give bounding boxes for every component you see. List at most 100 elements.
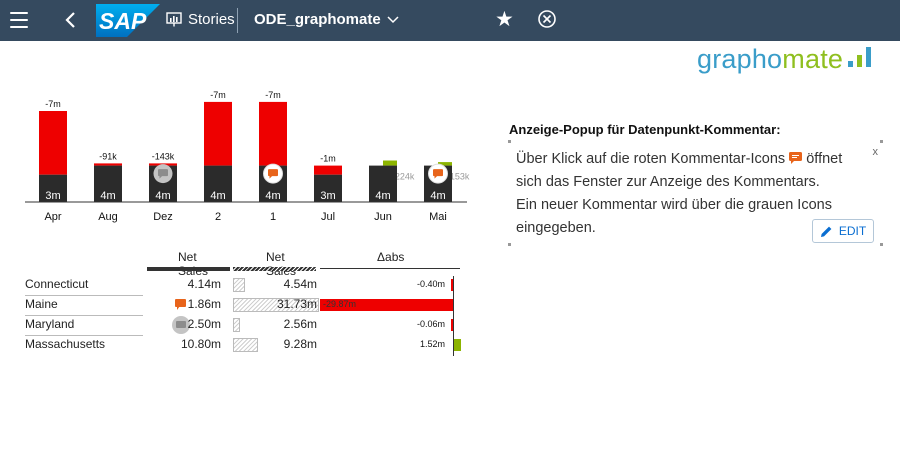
delta-label: +153k bbox=[445, 172, 470, 182]
delta-label: -143k bbox=[152, 151, 175, 161]
net-sales-py-bar bbox=[233, 318, 240, 332]
presentation-icon bbox=[166, 12, 182, 27]
row-label: Maine bbox=[25, 296, 143, 316]
delta-axis bbox=[453, 296, 454, 316]
delta-value: 1.52m bbox=[419, 339, 445, 349]
delta-label: +224k bbox=[390, 172, 415, 182]
popup-close-button[interactable]: x bbox=[872, 146, 879, 158]
popup-line4: eingegeben. bbox=[516, 220, 596, 236]
category-label: Apr bbox=[44, 211, 61, 223]
delta-value: -0.06m bbox=[416, 319, 445, 329]
category-label: 1 bbox=[270, 211, 276, 223]
comment-icon-tail bbox=[434, 175, 438, 179]
category-label: 2 bbox=[215, 211, 221, 223]
delta-bar bbox=[39, 111, 67, 175]
add-comment-icon-button[interactable] bbox=[170, 315, 192, 335]
comment-icon bbox=[268, 169, 278, 177]
star-icon[interactable]: ★ bbox=[495, 8, 514, 31]
delta-label: -7m bbox=[265, 90, 281, 100]
base-value-label: 3m bbox=[320, 190, 335, 202]
graphomate-bars-icon bbox=[848, 47, 871, 67]
header-delta-abs: Δabs bbox=[377, 250, 405, 264]
sap-logo: SAP bbox=[96, 4, 160, 37]
comment-icon-button[interactable] bbox=[170, 295, 192, 315]
header-underline-py bbox=[233, 267, 316, 271]
comment-icon bbox=[175, 299, 186, 307]
comment-icon bbox=[789, 152, 803, 164]
delta-axis bbox=[453, 276, 454, 296]
popup-title: Anzeige-Popup für Datenpunkt-Kommentar: bbox=[509, 122, 781, 137]
row-label: Connecticut bbox=[25, 276, 143, 296]
close-circle-icon[interactable] bbox=[537, 9, 557, 29]
delta-label: -7m bbox=[210, 90, 226, 100]
base-bar bbox=[314, 174, 342, 202]
comment-icon-tail bbox=[269, 175, 273, 179]
comment-icon-button[interactable] bbox=[263, 163, 283, 184]
header-underline-delta bbox=[320, 268, 460, 269]
edit-button-label: EDIT bbox=[838, 224, 867, 238]
comment-icon-button[interactable] bbox=[428, 163, 448, 184]
comment-icon bbox=[176, 321, 186, 328]
stories-link[interactable]: Stories bbox=[166, 11, 235, 28]
category-label: Jun bbox=[374, 211, 392, 223]
stories-label: Stories bbox=[188, 11, 235, 28]
document-title: ODE_graphomate bbox=[254, 11, 381, 28]
table-row: Massachusetts 10.80m 9.28m 1.52m bbox=[25, 336, 465, 356]
net-sales-ac-value: 4.14m bbox=[187, 277, 221, 291]
document-title-menu[interactable]: ODE_graphomate bbox=[254, 11, 399, 28]
net-sales-py-bar bbox=[233, 298, 319, 312]
back-icon[interactable] bbox=[60, 9, 82, 31]
base-value-label: 3m bbox=[45, 190, 60, 202]
menu-icon[interactable] bbox=[10, 12, 28, 28]
popup-corner bbox=[508, 243, 511, 246]
delta-axis bbox=[453, 336, 454, 356]
comment-icon-tail bbox=[177, 306, 180, 310]
category-label: Mai bbox=[429, 211, 447, 223]
row-label: Maryland bbox=[25, 316, 143, 336]
comment-icon bbox=[158, 169, 168, 177]
popup-line2: sich das Fenster zur Anzeige des Komment… bbox=[516, 174, 820, 190]
net-sales-ac-value: 10.80m bbox=[180, 337, 221, 351]
variance-bar-chart: -7m 3m Apr -91k 4m Aug -143k 4m Dez -7m 4m 2 -7m 4m 1 -… bbox=[25, 90, 470, 223]
base-value-label: 4m bbox=[155, 190, 170, 202]
delta-bar bbox=[451, 319, 453, 331]
net-sales-py-value: 31.73m bbox=[276, 297, 317, 311]
delta-label: -7m bbox=[45, 99, 61, 109]
delta-bar bbox=[383, 160, 397, 166]
edit-button[interactable]: EDIT bbox=[812, 219, 874, 243]
delta-label: -91k bbox=[99, 151, 117, 161]
delta-bar bbox=[204, 101, 232, 166]
base-value-label: 4m bbox=[100, 190, 115, 202]
popup-line3: Ein neuer Kommentar wird über die grauen… bbox=[516, 197, 832, 213]
delta-bar bbox=[438, 162, 452, 166]
net-sales-ac-value: 2.50m bbox=[187, 317, 221, 331]
row-label: Massachusetts bbox=[25, 337, 106, 351]
header-underline-ac bbox=[147, 267, 230, 271]
comment-icon bbox=[433, 169, 443, 177]
popup-line1: Über Klick auf die roten Kommentar-Icons bbox=[516, 151, 786, 167]
net-sales-ac-value: 1.86m bbox=[187, 297, 221, 311]
popup-line1-end: öffnet bbox=[802, 151, 843, 167]
net-sales-py-value: 2.56m bbox=[283, 317, 317, 331]
category-label: Aug bbox=[98, 211, 118, 223]
popup-corner bbox=[880, 243, 883, 246]
delta-label: -1m bbox=[320, 154, 336, 164]
delta-bar bbox=[259, 101, 287, 166]
base-bar bbox=[94, 165, 122, 202]
comment-icon-button[interactable] bbox=[153, 164, 173, 184]
delta-value: -29.87m bbox=[323, 299, 357, 309]
net-sales-py-bar bbox=[233, 338, 258, 352]
base-value-label: 4m bbox=[210, 190, 225, 202]
shell-bar: SAP Stories ODE_graphomate ★ bbox=[0, 0, 900, 41]
table-row: Maryland 2.50m 2.56m -0.06m bbox=[25, 316, 465, 336]
net-sales-py-bar bbox=[233, 278, 245, 292]
base-value-label: 4m bbox=[430, 190, 445, 202]
comment-icon-tail bbox=[159, 175, 163, 179]
pencil-icon bbox=[820, 226, 832, 237]
base-bar bbox=[204, 165, 232, 202]
popup-text: Über Klick auf die roten Kommentar-Icons… bbox=[516, 148, 876, 240]
base-bar bbox=[369, 165, 397, 202]
table-row: Connecticut 4.14m 4.54m -0.40m bbox=[25, 276, 465, 296]
delta-axis bbox=[453, 316, 454, 336]
shell-divider bbox=[237, 8, 238, 33]
